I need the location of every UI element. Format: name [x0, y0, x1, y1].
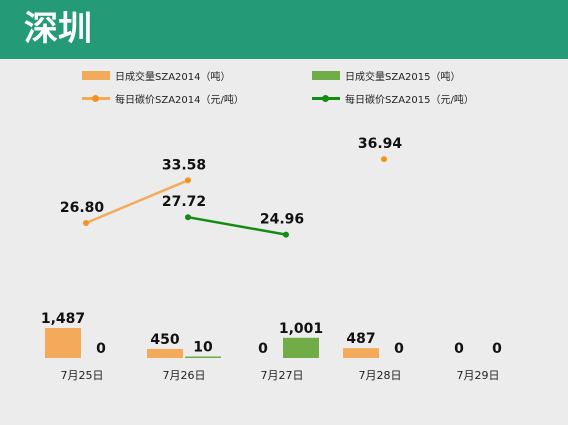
header-bar: 深圳	[0, 0, 568, 59]
legend-label-vol-2015: 日成交量SZA2015（吨）	[345, 71, 461, 83]
bar-2014	[343, 348, 379, 358]
bar-value-label: 0	[394, 341, 404, 357]
bar-value-label: 10	[193, 340, 213, 356]
chart-legend: 日成交量SZA2014（吨） 日成交量SZA2015（吨） 每日碳价SZA201…	[0, 62, 568, 112]
legend-swatch-price-2015	[312, 94, 340, 103]
bar-value-label: 487	[346, 331, 375, 347]
point-value-label: 27.72	[162, 194, 206, 210]
bar-value-label: 0	[492, 341, 502, 357]
bar-value-label: 1,487	[41, 311, 85, 327]
bar-value-label: 0	[96, 341, 106, 357]
x-tick-label: 7月26日	[163, 369, 206, 382]
point-2014	[185, 177, 191, 184]
bar-2015	[283, 337, 319, 358]
legend-label-vol-2014: 日成交量SZA2014（吨）	[115, 71, 231, 83]
bar-value-label: 0	[454, 341, 464, 357]
bar-2014	[147, 348, 183, 358]
line-segment-2015	[187, 215, 287, 236]
point-2014	[83, 220, 89, 226]
page-title: 深圳	[24, 9, 92, 49]
x-tick-label: 7月27日	[261, 369, 304, 382]
x-tick-label: 7月25日	[61, 369, 104, 382]
legend-label-price-2014: 每日碳价SZA2014（元/吨）	[115, 94, 244, 106]
line-segment-2014	[85, 179, 189, 225]
bar-2015	[185, 356, 221, 358]
legend-swatch-vol-2014	[82, 70, 110, 80]
bar-value-label: 450	[150, 332, 179, 348]
point-2015	[185, 214, 191, 221]
point-value-label: 26.80	[60, 200, 105, 216]
legend-item-price-2015: 每日碳价SZA2015（元/吨）	[312, 90, 474, 106]
legend-item-price-2014: 每日碳价SZA2014（元/吨）	[82, 90, 244, 106]
x-tick-label: 7月29日	[457, 369, 500, 382]
bar-value-label: 0	[258, 341, 268, 357]
point-value-label: 36.94	[358, 136, 403, 152]
legend-label-price-2015: 每日碳价SZA2015（元/吨）	[345, 94, 474, 106]
legend-item-vol-2014: 日成交量SZA2014（吨）	[82, 67, 231, 83]
bar-value-label: 1,001	[279, 321, 323, 337]
point-value-label: 33.58	[162, 157, 206, 173]
legend-item-vol-2015: 日成交量SZA2015（吨）	[312, 67, 461, 83]
legend-swatch-vol-2015	[312, 70, 340, 80]
point-2014	[381, 156, 387, 163]
point-value-label: 24.96	[260, 212, 304, 228]
legend-swatch-price-2014	[82, 94, 110, 103]
point-2015	[283, 231, 289, 238]
bar-2014	[45, 328, 81, 358]
x-tick-label: 7月28日	[359, 369, 402, 382]
